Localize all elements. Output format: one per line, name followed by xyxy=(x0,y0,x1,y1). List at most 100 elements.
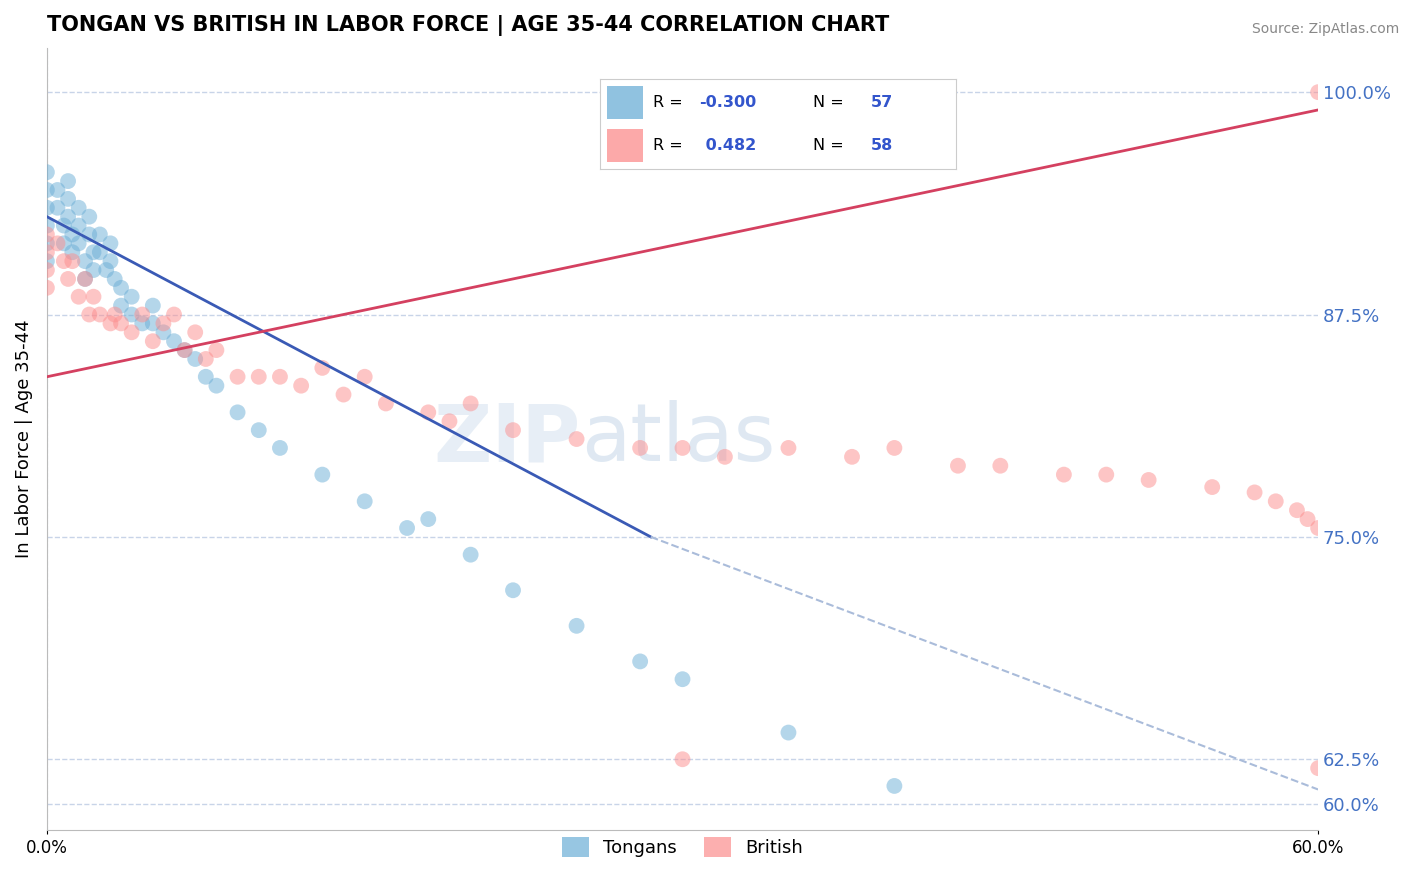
Point xyxy=(96,263,118,277)
Point xyxy=(778,725,800,739)
Point xyxy=(104,308,127,322)
Point xyxy=(35,183,58,197)
Point xyxy=(439,414,461,428)
Point xyxy=(1308,521,1330,535)
Point xyxy=(110,299,132,313)
Point xyxy=(121,290,143,304)
Point xyxy=(35,245,58,260)
Point xyxy=(1137,473,1160,487)
Point xyxy=(77,210,100,224)
Point xyxy=(418,512,440,526)
Point xyxy=(83,245,105,260)
Point xyxy=(1264,494,1286,508)
Point xyxy=(56,174,79,188)
Point xyxy=(1201,480,1223,494)
Point xyxy=(121,326,143,340)
Point xyxy=(35,254,58,268)
Point xyxy=(988,458,1011,473)
Point xyxy=(89,245,111,260)
Point xyxy=(46,201,69,215)
Point xyxy=(226,369,249,384)
Point xyxy=(121,308,143,322)
Point xyxy=(46,236,69,251)
Point xyxy=(353,369,375,384)
Point xyxy=(83,263,105,277)
Point xyxy=(396,521,419,535)
Point xyxy=(163,334,186,349)
Point xyxy=(883,779,905,793)
Point xyxy=(60,254,83,268)
Point xyxy=(89,308,111,322)
Point xyxy=(100,254,122,268)
Text: ZIP: ZIP xyxy=(433,400,581,478)
Point xyxy=(67,290,90,304)
Point xyxy=(1308,85,1330,99)
Point xyxy=(60,245,83,260)
Point xyxy=(184,326,207,340)
Point xyxy=(714,450,737,464)
Point xyxy=(226,405,249,419)
Point xyxy=(353,494,375,508)
Point xyxy=(332,387,354,401)
Point xyxy=(946,458,969,473)
Point xyxy=(205,343,228,357)
Point xyxy=(194,351,217,366)
Point xyxy=(35,236,58,251)
Point xyxy=(1308,761,1330,775)
Text: TONGAN VS BRITISH IN LABOR FORCE | AGE 35-44 CORRELATION CHART: TONGAN VS BRITISH IN LABOR FORCE | AGE 3… xyxy=(46,15,889,36)
Point xyxy=(152,317,174,331)
Point xyxy=(56,210,79,224)
Point xyxy=(565,432,588,446)
Point xyxy=(460,396,482,410)
Point xyxy=(173,343,195,357)
Point xyxy=(46,183,69,197)
Point xyxy=(671,672,693,686)
Point xyxy=(841,450,863,464)
Point xyxy=(73,254,96,268)
Point xyxy=(194,369,217,384)
Point xyxy=(131,308,153,322)
Point xyxy=(110,317,132,331)
Point xyxy=(89,227,111,242)
Point xyxy=(269,369,291,384)
Point xyxy=(100,236,122,251)
Point xyxy=(142,299,165,313)
Point xyxy=(1296,512,1319,526)
Point xyxy=(73,272,96,286)
Point xyxy=(628,654,651,668)
Point xyxy=(671,441,693,455)
Text: Source: ZipAtlas.com: Source: ZipAtlas.com xyxy=(1251,22,1399,37)
Point xyxy=(56,192,79,206)
Y-axis label: In Labor Force | Age 35-44: In Labor Force | Age 35-44 xyxy=(15,319,32,558)
Point xyxy=(110,281,132,295)
Point xyxy=(73,272,96,286)
Point xyxy=(35,201,58,215)
Text: atlas: atlas xyxy=(581,400,775,478)
Point xyxy=(142,334,165,349)
Point xyxy=(205,378,228,392)
Point xyxy=(565,619,588,633)
Point xyxy=(35,219,58,233)
Point xyxy=(778,441,800,455)
Point xyxy=(502,583,524,598)
Point xyxy=(52,219,75,233)
Point xyxy=(290,378,312,392)
Point xyxy=(100,317,122,331)
Point xyxy=(374,396,396,410)
Point xyxy=(883,441,905,455)
Point xyxy=(418,405,440,419)
Point xyxy=(35,227,58,242)
Point xyxy=(1243,485,1265,500)
Point xyxy=(311,467,333,482)
Point xyxy=(163,308,186,322)
Point xyxy=(77,227,100,242)
Point xyxy=(142,317,165,331)
Point xyxy=(269,441,291,455)
Point xyxy=(67,219,90,233)
Point xyxy=(1285,503,1308,517)
Point xyxy=(502,423,524,437)
Point xyxy=(131,317,153,331)
Point xyxy=(56,272,79,286)
Point xyxy=(60,227,83,242)
Point xyxy=(460,548,482,562)
